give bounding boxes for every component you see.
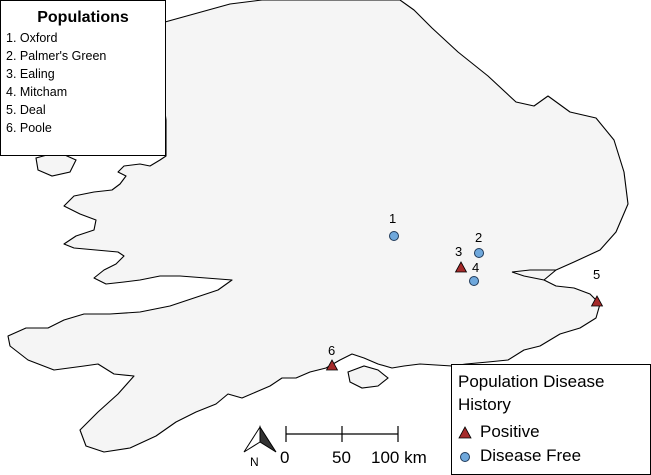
- history-legend-title-line1: Population Disease: [458, 372, 605, 391]
- scale-tick-50: 50: [332, 448, 351, 467]
- north-arrow: N: [243, 425, 277, 469]
- scale-bar: 0 50 100 km: [280, 426, 427, 467]
- site-label-2: 2: [475, 230, 482, 245]
- isle-of-wight: [347, 365, 389, 389]
- population-item: 3. Ealing: [6, 67, 55, 81]
- population-legend: Populations 1. Oxford 2. Palmer's Green …: [0, 0, 166, 156]
- mainland-england-wales: [7, 0, 629, 453]
- site-marker-4: [469, 276, 479, 286]
- north-arrow-label: N: [250, 455, 259, 469]
- site-label-4: 4: [472, 260, 479, 275]
- scale-tick-0: 0: [280, 448, 289, 467]
- site-label-5: 5: [593, 267, 600, 282]
- scale-tick-100: 100 km: [371, 448, 427, 467]
- legend-row-positive: Positive: [458, 422, 540, 442]
- population-item: 1. Oxford: [6, 31, 58, 45]
- site-marker-6: [325, 359, 339, 371]
- disease-free-circle-icon: [460, 452, 470, 462]
- legend-row-free: Disease Free: [460, 446, 582, 466]
- site-markers: [325, 231, 604, 371]
- population-legend-title: Populations: [37, 9, 129, 26]
- disease-history-legend: Population Disease History Positive Dise…: [451, 364, 651, 475]
- site-marker-1: [389, 231, 399, 241]
- population-item: 4. Mitcham: [6, 85, 68, 99]
- thames-estuary: [511, 269, 556, 281]
- site-labels: 1 2 3 4 5 6: [328, 211, 600, 358]
- site-marker-3: [454, 261, 468, 273]
- population-item: 5. Deal: [6, 103, 46, 117]
- positive-triangle-icon: [458, 426, 472, 439]
- site-marker-5: [590, 295, 604, 307]
- population-item: 2. Palmer's Green: [6, 49, 107, 63]
- site-marker-2: [474, 248, 484, 258]
- legend-positive-label: Positive: [480, 422, 540, 441]
- site-label-1: 1: [389, 211, 396, 226]
- site-label-6: 6: [328, 343, 335, 358]
- history-legend-title-line2: History: [458, 395, 511, 414]
- population-item: 6. Poole: [6, 121, 52, 135]
- legend-free-label: Disease Free: [480, 446, 582, 465]
- site-label-3: 3: [455, 244, 462, 259]
